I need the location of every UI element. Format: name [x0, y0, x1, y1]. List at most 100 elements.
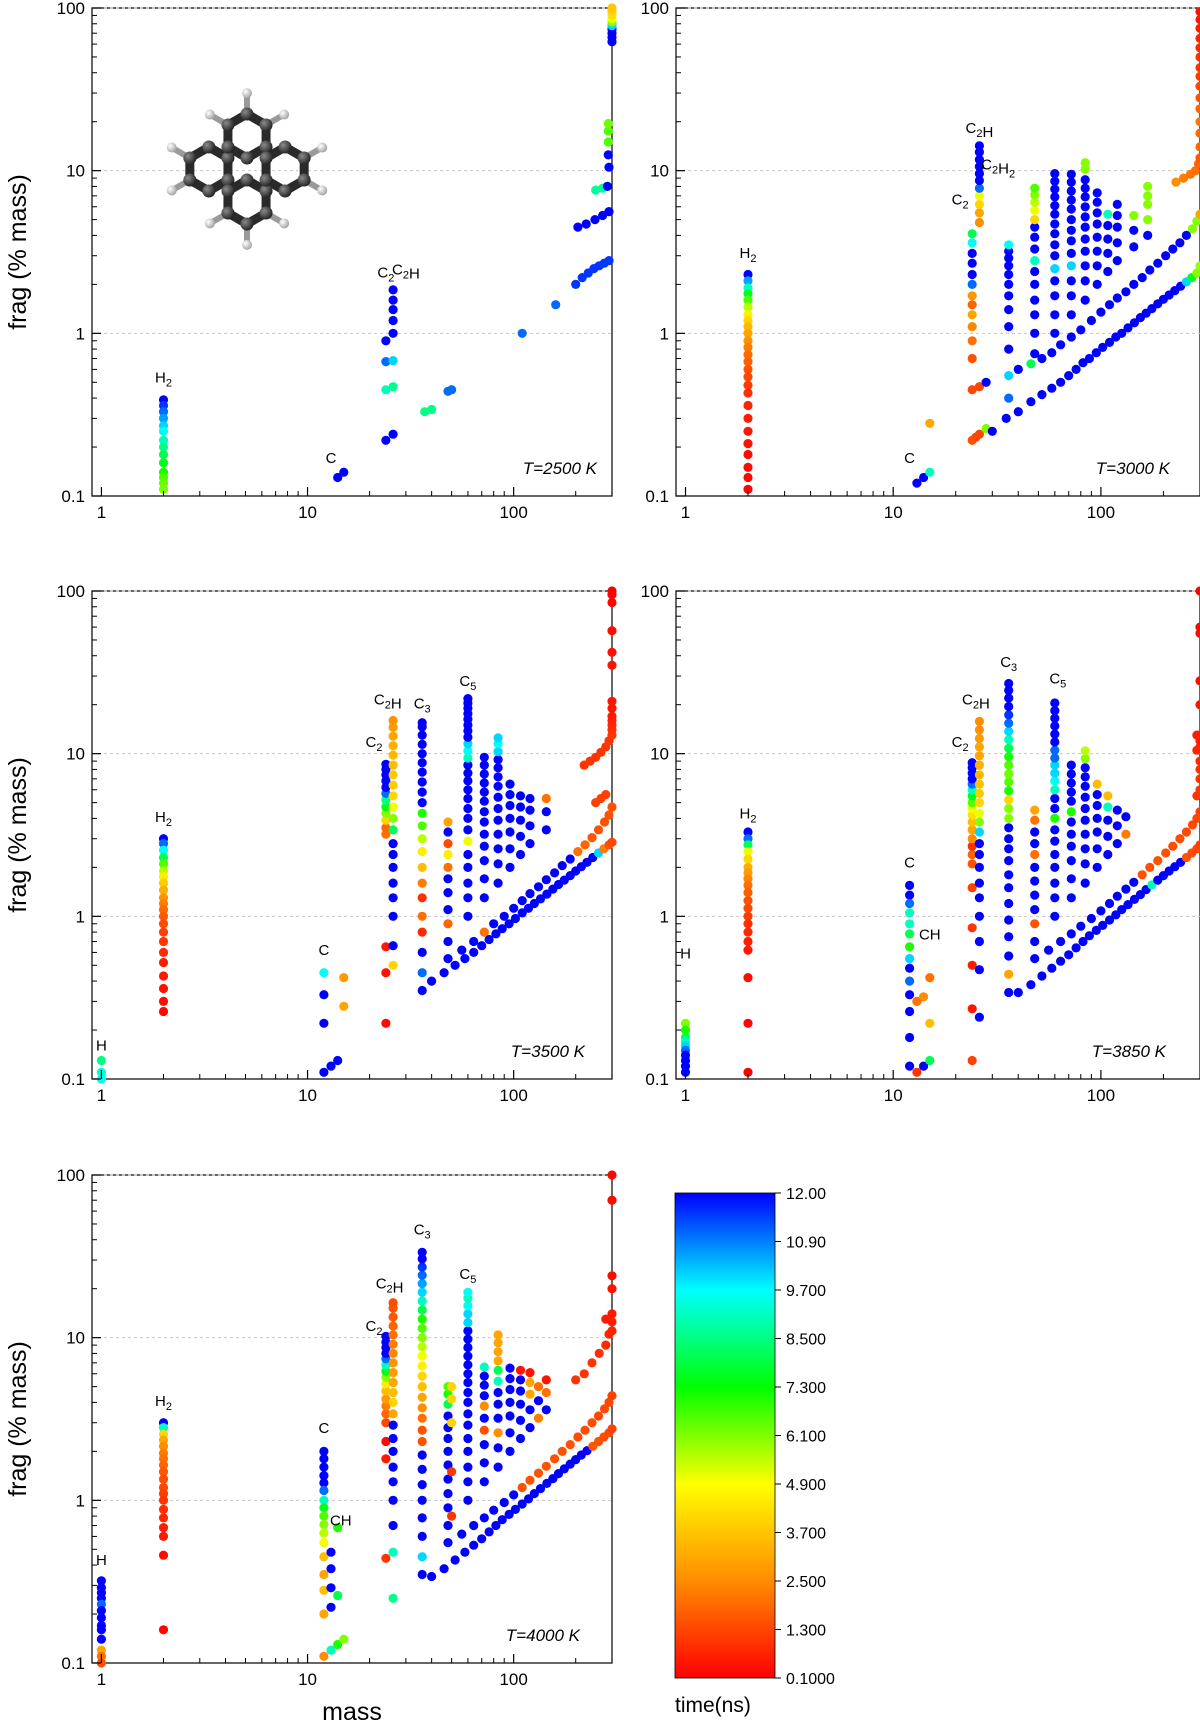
data-point [515, 1375, 526, 1385]
data-point [463, 1309, 473, 1319]
data-point [1080, 295, 1090, 305]
data-point [493, 772, 503, 782]
data-point [417, 1270, 427, 1280]
species-label: C2H [965, 120, 993, 141]
y-axis-title: frag (% mass) [4, 174, 32, 330]
data-point [1050, 169, 1060, 179]
data-point [515, 802, 526, 812]
data-point [158, 1495, 169, 1505]
data-point [319, 1552, 329, 1562]
data-point [479, 874, 489, 884]
data-point [1050, 862, 1060, 872]
data-point [417, 1361, 427, 1371]
data-point [463, 1326, 473, 1336]
data-point [1171, 177, 1181, 187]
axis-ticks: 1 10 100 0.1 1 10 100 [641, 582, 1200, 1105]
species-label: C2 [366, 1318, 383, 1338]
data-point [974, 788, 984, 798]
data-point [381, 1436, 391, 1447]
colorbar-tick-label: 1.300 [786, 1623, 826, 1640]
data-point [417, 911, 427, 921]
data-point [1123, 323, 1133, 333]
data-point [479, 778, 489, 788]
data-point [443, 1474, 453, 1484]
data-point [1092, 197, 1102, 207]
data-point [463, 1409, 473, 1419]
data-point [443, 849, 453, 860]
data-point [479, 1413, 489, 1423]
data-point [333, 1639, 343, 1650]
data-point [974, 169, 984, 179]
data-point [1050, 209, 1060, 219]
data-point [1030, 310, 1040, 320]
data-point [1175, 238, 1185, 248]
data-point [1195, 840, 1200, 850]
data-point [905, 990, 915, 1000]
data-point [533, 1396, 544, 1406]
data-point [463, 776, 473, 786]
data-point [743, 936, 753, 947]
gridlines [92, 1174, 612, 1501]
data-point [497, 924, 507, 934]
data-point [1004, 693, 1014, 703]
species-label: H2 [155, 369, 172, 389]
data-point [333, 1523, 343, 1533]
data-point [417, 1305, 427, 1315]
data-point [1195, 23, 1200, 33]
data-point [1187, 820, 1198, 830]
data-point [1143, 191, 1153, 201]
data-point [1004, 883, 1014, 893]
data-point [388, 1520, 398, 1531]
data-point [515, 1433, 526, 1444]
data-point [1195, 93, 1200, 103]
data-point [1030, 244, 1040, 254]
species-label: H2 [155, 1393, 172, 1413]
y-tick-label: 100 [57, 1166, 85, 1185]
data-point [1104, 915, 1115, 925]
data-point [417, 798, 427, 808]
data-point [326, 1583, 336, 1593]
data-point [599, 817, 610, 827]
gridlines [92, 590, 612, 917]
data-point [489, 1505, 499, 1515]
data-point [388, 1298, 398, 1308]
data-point [1168, 841, 1178, 851]
data-point [599, 1404, 610, 1414]
data-point [974, 199, 984, 209]
data-point [417, 1262, 427, 1272]
data-point [319, 1538, 329, 1548]
data-point [1066, 929, 1076, 939]
data-point [967, 310, 977, 320]
data-point [919, 992, 929, 1002]
data-point [541, 875, 551, 885]
carbon-atom [278, 140, 292, 154]
data-point [680, 1025, 691, 1035]
data-point [158, 442, 169, 452]
data-point [1195, 142, 1200, 152]
data-point [1056, 936, 1066, 947]
data-point [493, 1347, 503, 1357]
data-point [1004, 786, 1014, 796]
data-point [1121, 812, 1131, 822]
data-point [1050, 184, 1060, 194]
data-point [381, 435, 391, 445]
data-point [427, 976, 437, 986]
data-point [533, 1413, 544, 1423]
data-point [607, 1309, 617, 1319]
data-point [388, 802, 398, 812]
axis-ticks: 1 10 100 0.1 1 10 100 [57, 582, 613, 1105]
data-point [388, 813, 398, 823]
data-point [967, 825, 977, 835]
data-point [1004, 760, 1014, 770]
data-point [1004, 279, 1014, 289]
data-point [1030, 919, 1040, 929]
x-tick-label: 1 [97, 1670, 106, 1689]
data-point [505, 862, 515, 872]
data-point [1050, 785, 1060, 795]
y-tick-label: 100 [641, 582, 669, 601]
species-label: C [318, 942, 329, 959]
data-point [493, 1399, 503, 1409]
data-point [417, 1392, 427, 1402]
data-point [493, 1356, 503, 1366]
x-tick-label: 1 [681, 1086, 690, 1105]
